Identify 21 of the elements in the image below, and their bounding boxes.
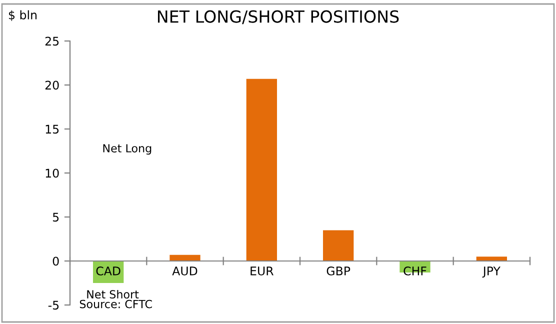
x-tick-label: GBP <box>326 266 350 276</box>
y-axis-title: $ bln <box>8 10 37 21</box>
x-tick-label: CAD <box>96 266 120 276</box>
bar <box>476 256 507 261</box>
bar <box>246 78 277 261</box>
x-tick-label: JPY <box>482 266 500 278</box>
y-tick-label: 5 <box>52 212 59 222</box>
bar <box>323 230 354 261</box>
annotation: Net Long <box>103 144 152 155</box>
x-tick-label: EUR <box>250 266 274 276</box>
y-tick-label: -5 <box>48 300 59 310</box>
y-tick-label: 20 <box>45 80 59 90</box>
y-tick-label: 0 <box>52 256 59 266</box>
bar <box>170 254 200 261</box>
x-tick-label: AUD <box>172 266 198 276</box>
annotation: Source: CFTC <box>80 300 152 308</box>
annotation: Net Short <box>87 290 139 299</box>
y-tick-label: 25 <box>45 36 59 46</box>
chart-title: NET LONG/SHORT POSITIONS <box>158 10 399 24</box>
y-tick-label: 15 <box>46 124 59 134</box>
y-tick-label: 10 <box>46 168 59 178</box>
